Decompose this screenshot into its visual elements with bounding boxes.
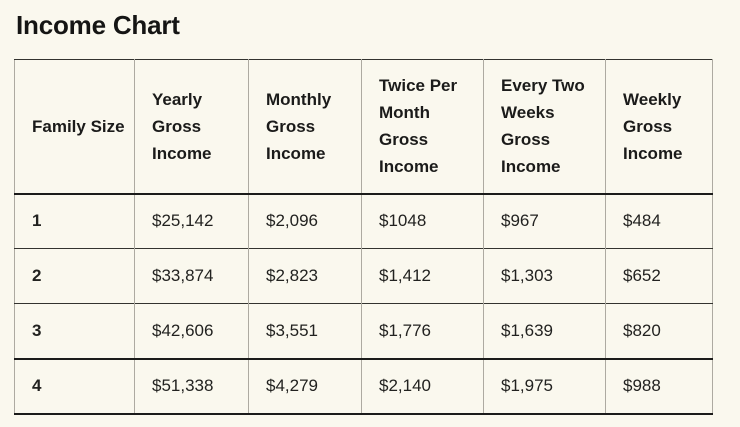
cell-twice-per-month: $2,140: [361, 358, 484, 414]
header-cell-every-two-weeks: Every Two Weeks Gross Income: [483, 59, 606, 194]
cell-yearly: $25,142: [134, 193, 249, 249]
table-row: 2 $33,874 $2,823 $1,412 $1,303 $652: [14, 248, 713, 304]
cell-weekly: $820: [605, 303, 713, 359]
cell-monthly: $3,551: [248, 303, 362, 359]
income-table: Family Size Yearly Gross Income Monthly …: [14, 59, 713, 415]
cell-every-two-weeks: $967: [483, 193, 606, 249]
header-row: Family Size Yearly Gross Income Monthly …: [14, 59, 713, 194]
header-cell-monthly: Monthly Gross Income: [248, 59, 362, 194]
page-title: Income Chart: [16, 10, 180, 40]
cell-twice-per-month: $1,776: [361, 303, 484, 359]
header-cell-family-size: Family Size: [32, 116, 125, 136]
table-body: 1 $25,142 $2,096 $1048 $967 $484 2 $33,8…: [14, 193, 713, 414]
cell-monthly: $2,823: [248, 248, 362, 304]
cell-every-two-weeks: $1,303: [483, 248, 606, 304]
cell-family-size: 3: [32, 320, 42, 340]
cell-yearly: $51,338: [134, 358, 249, 414]
cell-weekly: $652: [605, 248, 713, 304]
cell-twice-per-month: $1048: [361, 193, 484, 249]
cell-every-two-weeks: $1,639: [483, 303, 606, 359]
cell-every-two-weeks: $1,975: [483, 358, 606, 414]
cell-weekly: $484: [605, 193, 713, 249]
cell-monthly: $4,279: [248, 358, 362, 414]
header-cell-twice-per-month: Twice Per Month Gross Income: [361, 59, 484, 194]
table-row: 4 $51,338 $4,279 $2,140 $1,975 $988: [14, 358, 713, 414]
cell-twice-per-month: $1,412: [361, 248, 484, 304]
header-cell-yearly: Yearly Gross Income: [134, 59, 249, 194]
header-cell-weekly: Weekly Gross Income: [605, 59, 713, 194]
cell-yearly: $33,874: [134, 248, 249, 304]
cell-family-size: 1: [32, 211, 42, 231]
cell-family-size: 4: [32, 376, 42, 395]
table-row: 1 $25,142 $2,096 $1048 $967 $484: [14, 193, 713, 249]
cell-yearly: $42,606: [134, 303, 249, 359]
cell-weekly: $988: [605, 358, 713, 414]
table-row: 3 $42,606 $3,551 $1,776 $1,639 $820: [14, 303, 713, 359]
cell-family-size: 2: [32, 266, 42, 285]
table-header: Family Size Yearly Gross Income Monthly …: [14, 59, 713, 194]
cell-monthly: $2,096: [248, 193, 362, 249]
